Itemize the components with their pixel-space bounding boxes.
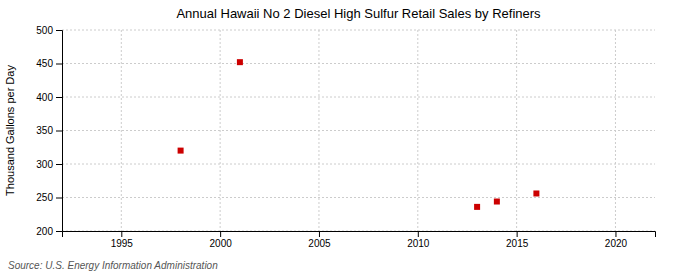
tick: 450 bbox=[36, 58, 62, 69]
grid bbox=[62, 30, 655, 231]
tick-mark bbox=[615, 231, 616, 237]
tick-mark bbox=[56, 97, 62, 98]
point bbox=[178, 148, 184, 154]
tick-mark bbox=[56, 198, 62, 199]
axis-line bbox=[63, 232, 656, 238]
point bbox=[474, 204, 480, 210]
x-axis: 1995 2000 2005 2010 2015 2020 bbox=[63, 231, 656, 249]
point bbox=[237, 59, 243, 65]
grid-line bbox=[62, 63, 655, 64]
grid-line bbox=[62, 164, 655, 165]
tick-label: 350 bbox=[36, 125, 53, 136]
tick: 2020 bbox=[605, 231, 628, 249]
tick: 2010 bbox=[407, 231, 430, 249]
tick-label: 2020 bbox=[605, 238, 628, 249]
tick: 2005 bbox=[308, 231, 331, 249]
tick-mark bbox=[56, 231, 62, 232]
tick-label: 500 bbox=[36, 25, 53, 36]
tick-mark bbox=[56, 30, 62, 31]
tick-label: 1995 bbox=[111, 238, 134, 249]
chart: 1995 2000 2005 2010 2015 2020 200 250 300 350 400 4… bbox=[0, 0, 675, 275]
grid-line bbox=[121, 30, 122, 231]
points bbox=[178, 59, 540, 210]
tick-mark bbox=[56, 64, 62, 65]
grid-line bbox=[516, 30, 517, 231]
tick-mark bbox=[56, 164, 62, 165]
tick: 2000 bbox=[210, 231, 233, 249]
source: Source: U.S. Energy Information Administ… bbox=[8, 260, 218, 271]
plot-area: 1995 2000 2005 2010 2015 2020 200 250 300 350 400 4… bbox=[36, 25, 655, 249]
tick: 250 bbox=[36, 192, 62, 203]
tick: 500 bbox=[36, 25, 62, 36]
tick-label: 400 bbox=[36, 92, 53, 103]
tick-label: 200 bbox=[36, 226, 53, 237]
grid-line bbox=[62, 197, 655, 198]
tick-label: 300 bbox=[36, 159, 53, 170]
grid-line bbox=[62, 130, 655, 131]
tick-mark bbox=[418, 231, 419, 237]
tick-mark bbox=[517, 231, 518, 237]
tick-mark bbox=[56, 131, 62, 132]
tick-label: 450 bbox=[36, 58, 53, 69]
tick-mark bbox=[220, 231, 221, 237]
tick: 400 bbox=[36, 92, 62, 103]
title: Annual Hawaii No 2 Diesel High Sulfur Re… bbox=[176, 6, 541, 21]
grid-line bbox=[62, 30, 655, 31]
tick: 1995 bbox=[111, 231, 134, 249]
tick-label: 2000 bbox=[210, 238, 233, 249]
point bbox=[494, 199, 500, 205]
y-axis: 200 250 300 350 400 450 500 bbox=[36, 25, 62, 237]
tick: 300 bbox=[36, 159, 62, 170]
tick: 2015 bbox=[506, 231, 529, 249]
tick: 200 bbox=[36, 226, 62, 237]
tick-mark bbox=[319, 231, 320, 237]
tick-label: 2005 bbox=[308, 238, 331, 249]
tick-mark bbox=[121, 231, 122, 237]
tick-label: 2010 bbox=[407, 238, 430, 249]
tick-label: 250 bbox=[36, 192, 53, 203]
tick: 350 bbox=[36, 125, 62, 136]
y-axis-title: Thousand Gallons per Day bbox=[4, 65, 16, 196]
point bbox=[533, 190, 539, 196]
axis-line bbox=[56, 31, 63, 232]
tick-label: 2015 bbox=[506, 238, 529, 249]
grid-line bbox=[62, 97, 655, 98]
